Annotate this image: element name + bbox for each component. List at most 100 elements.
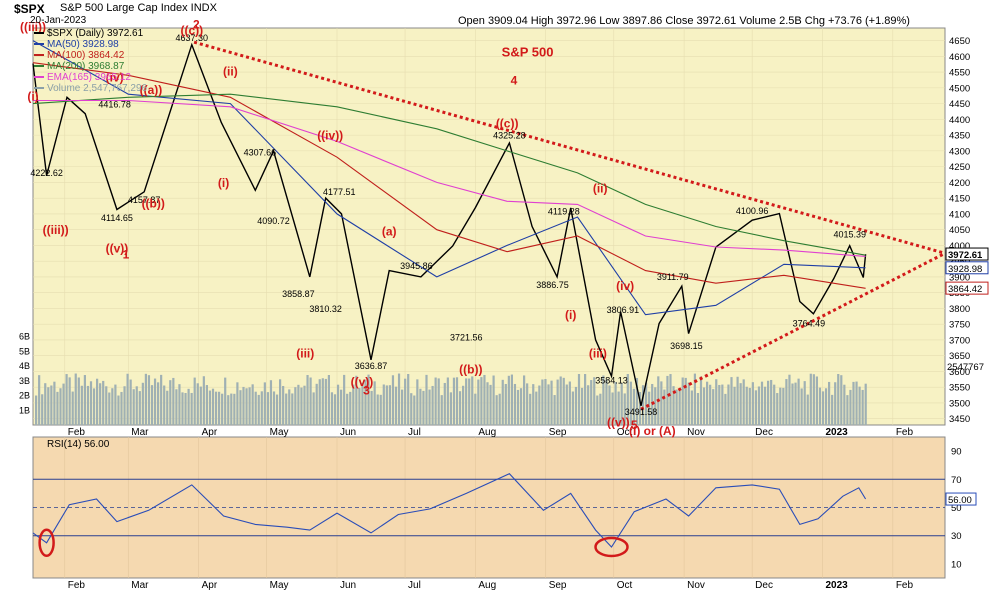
- volume-bar: [394, 386, 398, 425]
- volume-bar: [498, 393, 501, 425]
- wave-label: 4: [511, 74, 518, 88]
- volume-bar: [480, 377, 483, 425]
- rsi-oversold-circle: [38, 528, 55, 557]
- volume-bar: [635, 377, 639, 425]
- wave-label: (I) or (A): [629, 424, 676, 438]
- x-tick-label: Sep: [549, 427, 567, 438]
- volume-bar: [105, 386, 108, 425]
- volume-bar: [553, 395, 556, 425]
- volume-bar: [584, 374, 587, 425]
- volume-bar: [751, 382, 754, 425]
- legend-entry: MA(50) 3928.98: [34, 39, 119, 50]
- volume-bar: [547, 384, 550, 425]
- volume-bar: [843, 384, 846, 425]
- rsi-tick-label: 10: [951, 559, 962, 570]
- volume-bar: [754, 390, 757, 425]
- volume-bar: [495, 395, 498, 425]
- volume-bar: [532, 384, 535, 425]
- volume-bar: [614, 382, 617, 425]
- volume-bar: [541, 379, 544, 425]
- wave-label: ((a)): [140, 83, 163, 97]
- x-tick-label: Feb: [896, 427, 914, 438]
- volume-bar: [111, 388, 114, 425]
- volume-bar: [477, 379, 480, 425]
- volume-bar: [675, 389, 678, 425]
- volume-bar: [211, 388, 215, 425]
- price-annotation: 4090.72: [257, 216, 290, 226]
- volume-bar: [608, 385, 611, 425]
- volume-bar: [471, 376, 474, 425]
- volume-bar: [486, 382, 489, 425]
- series-line: [32, 93, 866, 256]
- volume-bar: [864, 383, 867, 425]
- volume-bar: [452, 377, 456, 425]
- volume-tick-label: 1B: [19, 405, 30, 415]
- volume-bar: [47, 387, 50, 425]
- volume-bar: [230, 393, 233, 425]
- volume-bar: [666, 375, 669, 425]
- volume-bar: [413, 395, 416, 425]
- price-tick-label: 3500: [949, 398, 970, 409]
- price-annotation: 3698.15: [670, 341, 703, 351]
- volume-bar: [739, 383, 742, 425]
- legend-entry: $SPX (Daily) 3972.61: [34, 28, 143, 39]
- volume-bar: [797, 378, 800, 425]
- legend-swatch: [34, 32, 44, 35]
- volume-bar: [77, 377, 80, 425]
- volume-bar: [370, 390, 373, 425]
- price-tag-label: 3928.98: [948, 264, 982, 275]
- price-annotation: 4157.87: [128, 195, 161, 205]
- volume-bar: [544, 379, 547, 425]
- volume-bar: [208, 390, 212, 425]
- wave-label: (ii): [593, 181, 608, 195]
- volume-bar: [141, 382, 144, 425]
- volume-bar: [254, 391, 257, 425]
- price-annotation: 3636.87: [355, 361, 388, 371]
- volume-bar: [309, 377, 312, 425]
- price-tick-label: 4350: [949, 131, 970, 142]
- volume-bar: [282, 385, 285, 425]
- volume-bar: [663, 389, 666, 425]
- volume-bar: [96, 378, 99, 425]
- volume-bar: [654, 387, 657, 425]
- volume-bar: [617, 391, 620, 425]
- legend-swatch: [34, 43, 44, 46]
- volume-bar: [330, 392, 334, 425]
- x-tick-label: 2023: [825, 427, 848, 438]
- volume-bar: [379, 394, 382, 425]
- price-tick-label: 4100: [949, 209, 970, 220]
- volume-bar: [748, 387, 751, 425]
- volume-bar: [803, 381, 806, 425]
- volume-bar: [577, 374, 581, 425]
- volume-bar: [117, 395, 120, 425]
- price-annotation: 4325.28: [493, 130, 526, 140]
- volume-bar: [702, 387, 706, 425]
- volume-bar: [391, 375, 395, 425]
- volume-bar: [605, 379, 608, 425]
- volume-bar: [260, 391, 263, 425]
- price-annotation: 4177.51: [323, 187, 356, 197]
- legend-entry: Volume 2,547,767,296: [34, 83, 147, 94]
- volume-bar: [672, 386, 675, 425]
- volume-bar: [483, 374, 486, 425]
- volume-bar: [733, 386, 736, 425]
- volume-tick-label: 3B: [19, 376, 30, 386]
- volume-bar: [419, 388, 422, 425]
- volume-bar: [102, 380, 105, 425]
- volume-bar: [648, 391, 651, 425]
- volume-bar: [596, 395, 599, 425]
- price-annotation: 3886.75: [536, 280, 569, 290]
- volume-bar: [587, 385, 590, 425]
- volume-bar: [434, 377, 437, 425]
- x-tick-label: Oct: [617, 427, 633, 438]
- volume-bar: [62, 383, 65, 425]
- volume-bar: [160, 374, 163, 425]
- price-annotation: 4114.65: [101, 213, 133, 223]
- price-tick-label: 4650: [949, 36, 970, 47]
- volume-tick-label: 6B: [19, 332, 30, 342]
- price-tick-label: 3800: [949, 304, 970, 315]
- price-tick-label: 4600: [949, 52, 970, 63]
- volume-bar: [458, 391, 462, 425]
- price-tick-label: 3550: [949, 383, 970, 394]
